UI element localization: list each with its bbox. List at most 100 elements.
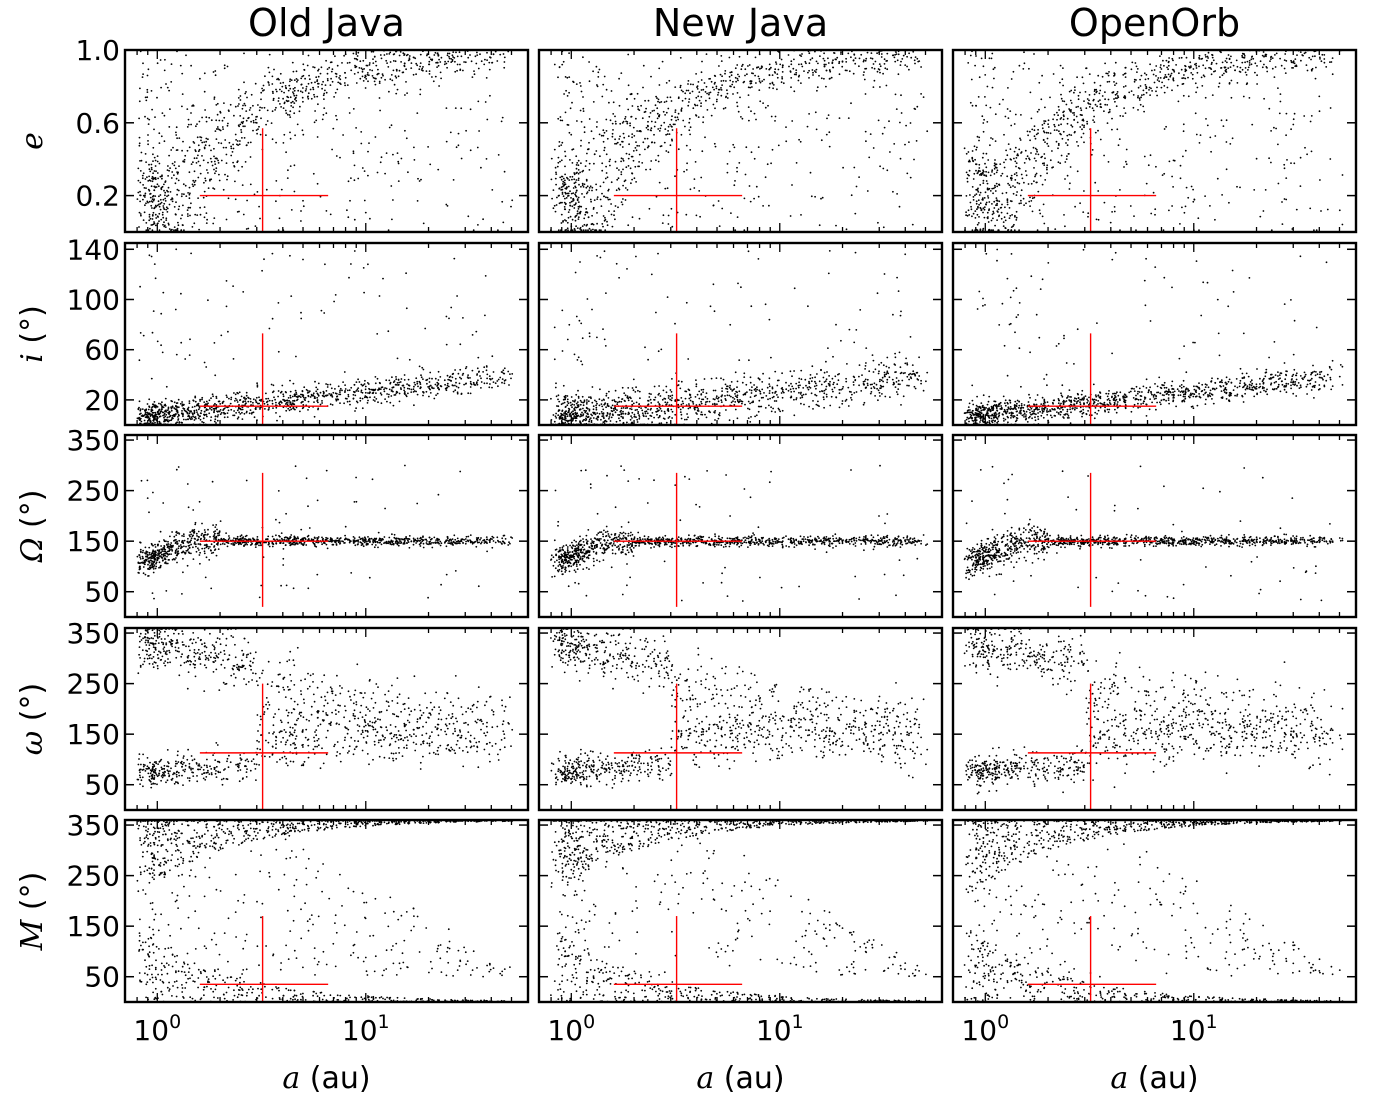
data-point bbox=[154, 632, 156, 634]
data-point bbox=[186, 412, 188, 414]
data-point bbox=[142, 62, 144, 64]
data-point bbox=[419, 94, 421, 96]
data-point bbox=[145, 547, 147, 549]
data-point bbox=[265, 134, 267, 136]
data-point bbox=[171, 197, 173, 199]
data-point bbox=[284, 102, 286, 104]
data-point bbox=[215, 422, 217, 424]
data-point bbox=[187, 192, 189, 194]
data-point bbox=[339, 394, 341, 396]
data-point bbox=[472, 76, 474, 78]
data-point bbox=[317, 538, 319, 540]
data-point bbox=[162, 205, 164, 207]
data-point bbox=[323, 93, 325, 95]
data-point bbox=[339, 157, 341, 159]
data-point bbox=[403, 723, 405, 725]
data-point bbox=[148, 655, 150, 657]
data-point bbox=[291, 79, 293, 81]
data-point bbox=[155, 546, 157, 548]
data-point bbox=[233, 410, 235, 412]
data-point bbox=[314, 81, 316, 83]
data-point bbox=[435, 76, 437, 78]
data-point bbox=[167, 749, 169, 751]
data-point bbox=[317, 70, 319, 72]
data-point bbox=[456, 744, 458, 746]
data-point bbox=[175, 182, 177, 184]
data-point bbox=[308, 739, 310, 741]
data-point bbox=[299, 712, 301, 714]
data-point bbox=[268, 407, 270, 409]
data-point bbox=[260, 716, 262, 718]
data-point bbox=[139, 100, 141, 102]
data-point bbox=[475, 742, 477, 744]
data-point bbox=[501, 542, 503, 544]
data-point bbox=[422, 70, 424, 72]
data-point bbox=[396, 391, 398, 393]
data-point bbox=[212, 754, 214, 756]
data-point bbox=[153, 221, 155, 223]
data-point bbox=[247, 142, 249, 144]
data-point bbox=[429, 743, 431, 745]
data-point bbox=[338, 724, 340, 726]
data-point bbox=[405, 272, 407, 274]
data-point bbox=[312, 673, 314, 675]
data-point bbox=[168, 411, 170, 413]
data-point bbox=[152, 403, 154, 405]
data-point bbox=[170, 639, 172, 641]
data-point bbox=[164, 562, 166, 564]
data-point bbox=[316, 96, 318, 98]
data-point bbox=[336, 396, 338, 398]
data-point bbox=[178, 137, 180, 139]
data-point bbox=[215, 119, 217, 121]
data-point bbox=[180, 544, 182, 546]
data-point bbox=[393, 753, 395, 755]
data-point bbox=[246, 200, 248, 202]
data-point bbox=[217, 533, 219, 535]
data-point bbox=[137, 672, 139, 674]
data-point bbox=[228, 410, 230, 412]
data-point bbox=[144, 204, 146, 206]
data-point bbox=[377, 401, 379, 403]
data-point bbox=[264, 711, 266, 713]
data-point bbox=[223, 650, 225, 652]
data-point bbox=[504, 367, 506, 369]
data-point bbox=[158, 185, 160, 187]
data-point bbox=[322, 538, 324, 540]
data-point bbox=[165, 642, 167, 644]
data-point bbox=[496, 726, 498, 728]
data-point bbox=[431, 542, 433, 544]
data-point bbox=[465, 722, 467, 724]
data-point bbox=[220, 112, 222, 114]
data-point bbox=[336, 89, 338, 91]
data-point bbox=[239, 391, 241, 393]
data-point bbox=[232, 144, 234, 146]
data-point bbox=[209, 399, 211, 401]
data-point bbox=[419, 66, 421, 68]
data-point bbox=[234, 181, 236, 183]
data-point bbox=[344, 371, 346, 373]
data-point bbox=[467, 536, 469, 538]
data-point bbox=[259, 107, 261, 109]
data-point bbox=[260, 92, 262, 94]
data-point bbox=[293, 71, 295, 73]
data-point bbox=[165, 226, 167, 228]
data-point bbox=[285, 112, 287, 114]
data-point bbox=[164, 420, 166, 422]
data-point bbox=[185, 410, 187, 412]
data-point bbox=[215, 104, 217, 106]
data-point bbox=[210, 420, 212, 422]
data-point bbox=[426, 707, 428, 709]
data-point bbox=[493, 540, 495, 542]
data-point bbox=[322, 119, 324, 121]
data-point bbox=[143, 566, 145, 568]
data-point bbox=[325, 539, 327, 541]
data-point bbox=[246, 654, 248, 656]
data-point bbox=[219, 180, 221, 182]
data-point bbox=[177, 552, 179, 554]
data-point bbox=[360, 538, 362, 540]
data-point bbox=[217, 637, 219, 639]
data-point bbox=[238, 170, 240, 172]
data-point bbox=[185, 195, 187, 197]
data-point bbox=[168, 773, 170, 775]
data-point bbox=[176, 178, 178, 180]
